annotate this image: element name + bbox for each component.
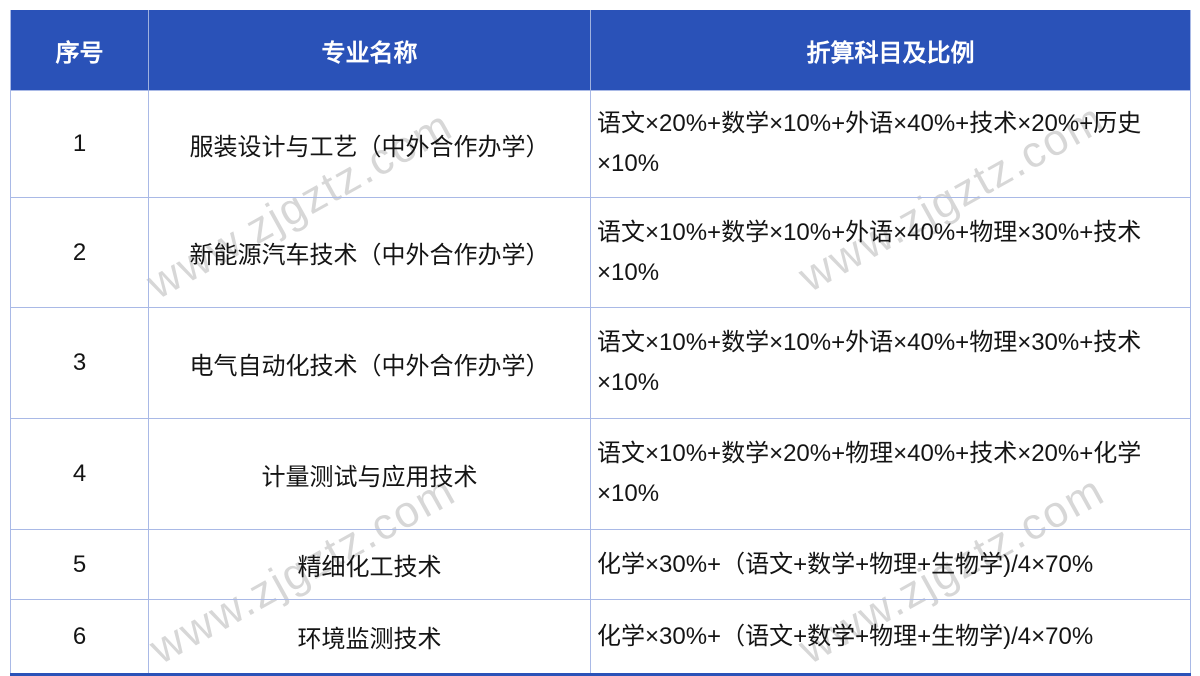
col-header-major: 专业名称 bbox=[148, 10, 591, 91]
cell-index: 1 bbox=[10, 90, 149, 198]
col-header-formula: 折算科目及比例 bbox=[590, 10, 1191, 91]
cell-major: 电气自动化技术（中外合作办学） bbox=[148, 307, 591, 419]
cell-formula: 语文×10%+数学×20%+物理×40%+技术×20%+化学×10% bbox=[590, 418, 1191, 530]
col-header-index: 序号 bbox=[10, 10, 149, 91]
cell-index: 6 bbox=[10, 599, 149, 675]
cell-index: 5 bbox=[10, 529, 149, 600]
conversion-table: 序号 专业名称 折算科目及比例 1 服装设计与工艺（中外合作办学） 语文×20%… bbox=[10, 10, 1191, 676]
cell-index: 4 bbox=[10, 418, 149, 530]
cell-major: 环境监测技术 bbox=[148, 599, 591, 675]
table-row: 6 环境监测技术 化学×30%+（语文+数学+物理+生物学)/4×70% bbox=[10, 599, 1191, 675]
cell-formula: 化学×30%+（语文+数学+物理+生物学)/4×70% bbox=[590, 599, 1191, 675]
cell-major: 计量测试与应用技术 bbox=[148, 418, 591, 530]
cell-formula: 语文×10%+数学×10%+外语×40%+物理×30%+技术×10% bbox=[590, 307, 1191, 419]
cell-major: 精细化工技术 bbox=[148, 529, 591, 600]
table-row: 1 服装设计与工艺（中外合作办学） 语文×20%+数学×10%+外语×40%+技… bbox=[10, 90, 1191, 198]
table-row: 5 精细化工技术 化学×30%+（语文+数学+物理+生物学)/4×70% bbox=[10, 529, 1191, 600]
header-row: 序号 专业名称 折算科目及比例 bbox=[10, 10, 1191, 91]
cell-major: 新能源汽车技术（中外合作办学） bbox=[148, 197, 591, 308]
cell-index: 2 bbox=[10, 197, 149, 308]
table-row: 2 新能源汽车技术（中外合作办学） 语文×10%+数学×10%+外语×40%+物… bbox=[10, 197, 1191, 308]
cell-formula: 化学×30%+（语文+数学+物理+生物学)/4×70% bbox=[590, 529, 1191, 600]
cell-major: 服装设计与工艺（中外合作办学） bbox=[148, 90, 591, 198]
cell-formula: 语文×20%+数学×10%+外语×40%+技术×20%+历史×10% bbox=[590, 90, 1191, 198]
page: www.zjgztz.com www.zjgztz.com www.zjgztz… bbox=[10, 10, 1191, 676]
table-row: 3 电气自动化技术（中外合作办学） 语文×10%+数学×10%+外语×40%+物… bbox=[10, 307, 1191, 419]
table-row: 4 计量测试与应用技术 语文×10%+数学×20%+物理×40%+技术×20%+… bbox=[10, 418, 1191, 530]
cell-formula: 语文×10%+数学×10%+外语×40%+物理×30%+技术×10% bbox=[590, 197, 1191, 308]
cell-index: 3 bbox=[10, 307, 149, 419]
